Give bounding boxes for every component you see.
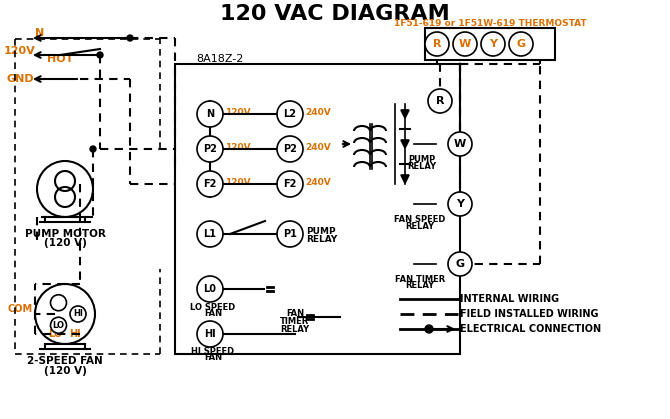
Text: 1F51-619 or 1F51W-619 THERMOSTAT: 1F51-619 or 1F51W-619 THERMOSTAT [394, 18, 586, 28]
Circle shape [127, 35, 133, 41]
Circle shape [197, 171, 223, 197]
Circle shape [425, 325, 433, 333]
Text: 120V: 120V [4, 46, 36, 56]
Text: 240V: 240V [305, 142, 331, 152]
Text: FAN: FAN [286, 310, 304, 318]
Circle shape [197, 101, 223, 127]
Text: LO: LO [52, 321, 64, 330]
Text: 120V: 120V [225, 108, 251, 116]
Text: INTERNAL WIRING: INTERNAL WIRING [460, 294, 559, 304]
Circle shape [425, 32, 449, 56]
Text: L0: L0 [204, 284, 216, 294]
Circle shape [277, 136, 303, 162]
Text: RELAY: RELAY [405, 222, 435, 230]
Text: 120V: 120V [225, 142, 251, 152]
Text: (120 V): (120 V) [44, 238, 86, 248]
Polygon shape [401, 140, 409, 148]
Text: W: W [459, 39, 471, 49]
Text: RELAY: RELAY [405, 282, 435, 290]
Text: HI: HI [69, 329, 81, 339]
Text: R: R [436, 96, 444, 106]
Text: W: W [454, 139, 466, 149]
Text: N: N [206, 109, 214, 119]
Circle shape [453, 32, 477, 56]
Text: TIMER: TIMER [280, 318, 310, 326]
Text: L1: L1 [204, 229, 216, 239]
Circle shape [197, 276, 223, 302]
Text: 2-SPEED FAN: 2-SPEED FAN [27, 356, 103, 366]
Circle shape [197, 136, 223, 162]
Text: HI: HI [73, 310, 83, 318]
Text: 240V: 240V [305, 178, 331, 186]
Text: PUMP MOTOR: PUMP MOTOR [25, 229, 105, 239]
Text: N: N [36, 28, 45, 38]
Circle shape [70, 306, 86, 322]
Circle shape [50, 295, 66, 311]
Circle shape [97, 52, 103, 58]
Circle shape [90, 146, 96, 152]
Text: ELECTRICAL CONNECTION: ELECTRICAL CONNECTION [460, 324, 601, 334]
Text: FAN: FAN [204, 310, 222, 318]
Circle shape [448, 252, 472, 276]
Text: FAN TIMER: FAN TIMER [395, 274, 445, 284]
Text: RELAY: RELAY [306, 235, 337, 243]
Circle shape [197, 321, 223, 347]
Polygon shape [401, 175, 409, 183]
Text: 120V: 120V [225, 178, 251, 186]
Text: PUMP: PUMP [306, 227, 336, 235]
Circle shape [50, 317, 66, 333]
Text: P2: P2 [283, 144, 297, 154]
Text: LO SPEED: LO SPEED [190, 303, 236, 311]
Text: R: R [433, 39, 442, 49]
Text: PUMP: PUMP [409, 155, 436, 163]
FancyBboxPatch shape [425, 28, 555, 60]
Text: GND: GND [6, 74, 34, 84]
Text: P2: P2 [203, 144, 217, 154]
Circle shape [448, 132, 472, 156]
Text: FIELD INSTALLED WIRING: FIELD INSTALLED WIRING [460, 309, 598, 319]
Circle shape [197, 221, 223, 247]
Polygon shape [401, 110, 409, 118]
Text: F2: F2 [283, 179, 297, 189]
Text: FAN SPEED: FAN SPEED [395, 215, 446, 223]
Text: 240V: 240V [305, 108, 331, 116]
Circle shape [277, 221, 303, 247]
Text: RELAY: RELAY [407, 161, 437, 171]
Text: G: G [456, 259, 464, 269]
Circle shape [448, 192, 472, 216]
Text: HOT: HOT [47, 54, 73, 64]
Text: FAN: FAN [204, 354, 222, 362]
Text: F2: F2 [203, 179, 216, 189]
Text: Y: Y [489, 39, 497, 49]
Bar [175, 64, 460, 354]
Text: 120 VAC DIAGRAM: 120 VAC DIAGRAM [220, 4, 450, 24]
Text: COM: COM [8, 304, 33, 314]
Text: 8A18Z-2: 8A18Z-2 [196, 54, 244, 64]
Circle shape [428, 89, 452, 113]
Text: HI: HI [204, 329, 216, 339]
Text: (120 V): (120 V) [44, 366, 86, 376]
Text: HI SPEED: HI SPEED [192, 347, 234, 355]
Circle shape [277, 171, 303, 197]
Text: Y: Y [456, 199, 464, 209]
Text: L2: L2 [283, 109, 297, 119]
Circle shape [277, 101, 303, 127]
Text: P1: P1 [283, 229, 297, 239]
Text: LO: LO [48, 329, 62, 339]
Text: G: G [517, 39, 525, 49]
Circle shape [481, 32, 505, 56]
Text: RELAY: RELAY [281, 326, 310, 334]
Circle shape [509, 32, 533, 56]
